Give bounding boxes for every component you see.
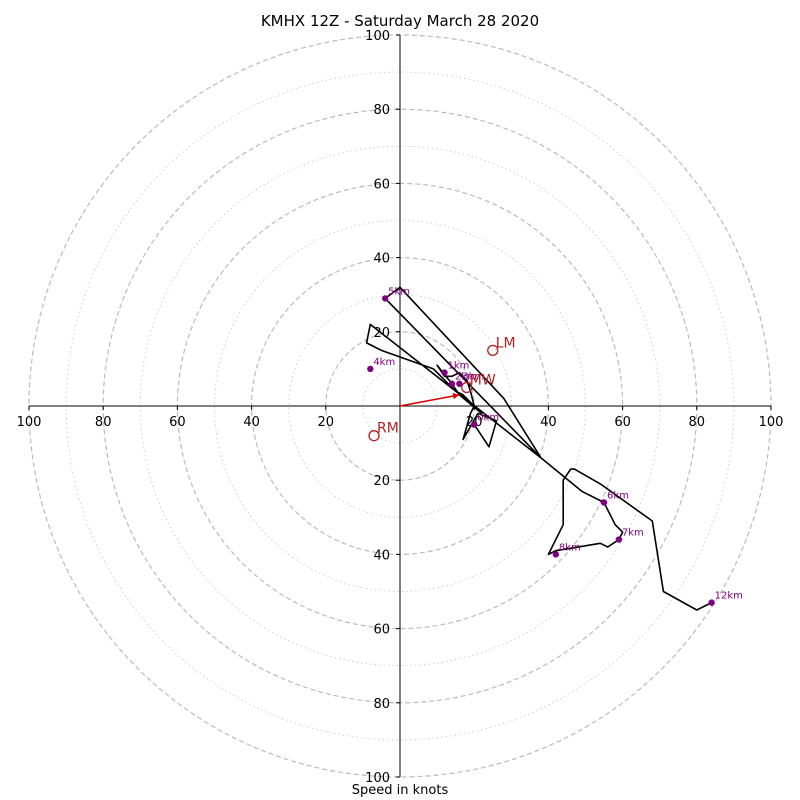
- height-marker-2km: [448, 380, 456, 387]
- hodograph-trace-group: [365, 286, 712, 611]
- height-label-6km: 6km: [607, 490, 629, 501]
- mean-wind-vector-group: [399, 392, 460, 407]
- height-label-12km: 12km: [715, 591, 743, 602]
- storm-motion-marker-lm: [487, 344, 499, 357]
- x-tick-label: 100: [17, 415, 42, 430]
- x-tick-label: 40: [243, 415, 260, 430]
- height-label-1km: 1km: [448, 361, 470, 372]
- height-marker-7km: [615, 536, 623, 543]
- x-tick-label: 80: [95, 415, 112, 430]
- height-marker-6km: [600, 499, 608, 506]
- tick-labels: 1008060402020406080100100806040202040608…: [17, 29, 784, 786]
- x-tick-label: 60: [169, 415, 186, 430]
- height-label-7km: 7km: [622, 528, 644, 539]
- height-marker-1km: [441, 369, 448, 376]
- height-label-4km: 4km: [373, 357, 395, 368]
- x-tick-label: 60: [614, 415, 631, 430]
- height-label-0km: 0km: [477, 413, 499, 424]
- y-tick-label: 60: [373, 177, 390, 192]
- storm-motion-label-mw: MW: [470, 372, 496, 388]
- storm-motion-label-lm: LM: [496, 335, 516, 351]
- chart-title: KMHX 12Z - Saturday March 28 2020: [260, 12, 540, 30]
- storm-motion-markers: LM MW RM: [368, 335, 516, 442]
- mean-wind-vector: [399, 394, 460, 407]
- storm-motion-marker-mw: [461, 381, 473, 394]
- y-tick-label: 20: [373, 474, 390, 489]
- height-label-3km: 3km: [462, 372, 484, 383]
- mean-wind-arrowhead: [452, 392, 460, 400]
- storm-motion-marker-rm: [368, 430, 380, 442]
- x-tick-label: 80: [689, 415, 706, 430]
- height-label-2km: 2km: [455, 372, 477, 383]
- hodograph-trace: [365, 286, 712, 611]
- height-label-5km: 5km: [388, 286, 410, 297]
- height-marker-4km: [367, 365, 374, 373]
- height-marker-3km: [456, 380, 463, 387]
- height-marker-12km: [708, 599, 715, 606]
- y-tick-label: 100: [365, 29, 390, 44]
- height-marker-5km: [381, 295, 389, 302]
- y-tick-label: 100: [365, 771, 390, 786]
- height-label-8km: 8km: [559, 542, 581, 553]
- storm-motion-label-rm: RM: [377, 421, 399, 437]
- y-tick-label: 40: [373, 252, 390, 267]
- y-tick-label: 80: [373, 697, 390, 712]
- y-tick-label: 60: [373, 623, 390, 638]
- x-axis-label: Speed in knots: [351, 783, 449, 798]
- height-marker-0km: [471, 421, 478, 428]
- y-tick-label: 40: [373, 548, 390, 563]
- x-tick-label: 100: [759, 415, 784, 430]
- height-marker-8km: [552, 551, 560, 558]
- x-tick-label: 40: [540, 415, 557, 430]
- x-tick-label: 20: [318, 415, 335, 430]
- y-tick-label: 80: [373, 103, 390, 118]
